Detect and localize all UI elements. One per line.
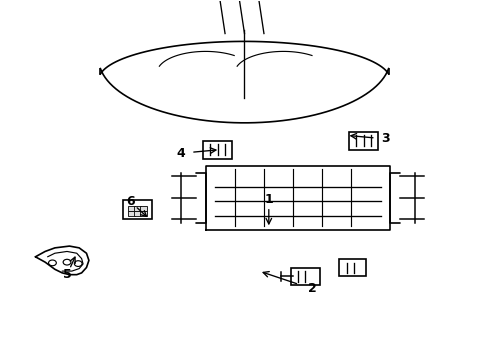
Text: 2: 2: [307, 283, 316, 296]
Text: 6: 6: [126, 195, 134, 208]
FancyBboxPatch shape: [348, 132, 377, 150]
FancyBboxPatch shape: [203, 141, 232, 158]
FancyBboxPatch shape: [290, 267, 319, 285]
FancyBboxPatch shape: [127, 211, 134, 216]
Text: 1: 1: [264, 193, 273, 206]
FancyBboxPatch shape: [134, 211, 141, 216]
FancyBboxPatch shape: [127, 206, 134, 211]
Text: 3: 3: [381, 132, 389, 145]
FancyBboxPatch shape: [339, 259, 366, 276]
FancyBboxPatch shape: [140, 211, 147, 216]
Text: 4: 4: [177, 147, 185, 160]
Text: 5: 5: [62, 268, 71, 281]
FancyBboxPatch shape: [122, 200, 152, 219]
FancyBboxPatch shape: [134, 206, 141, 211]
FancyBboxPatch shape: [140, 206, 147, 211]
